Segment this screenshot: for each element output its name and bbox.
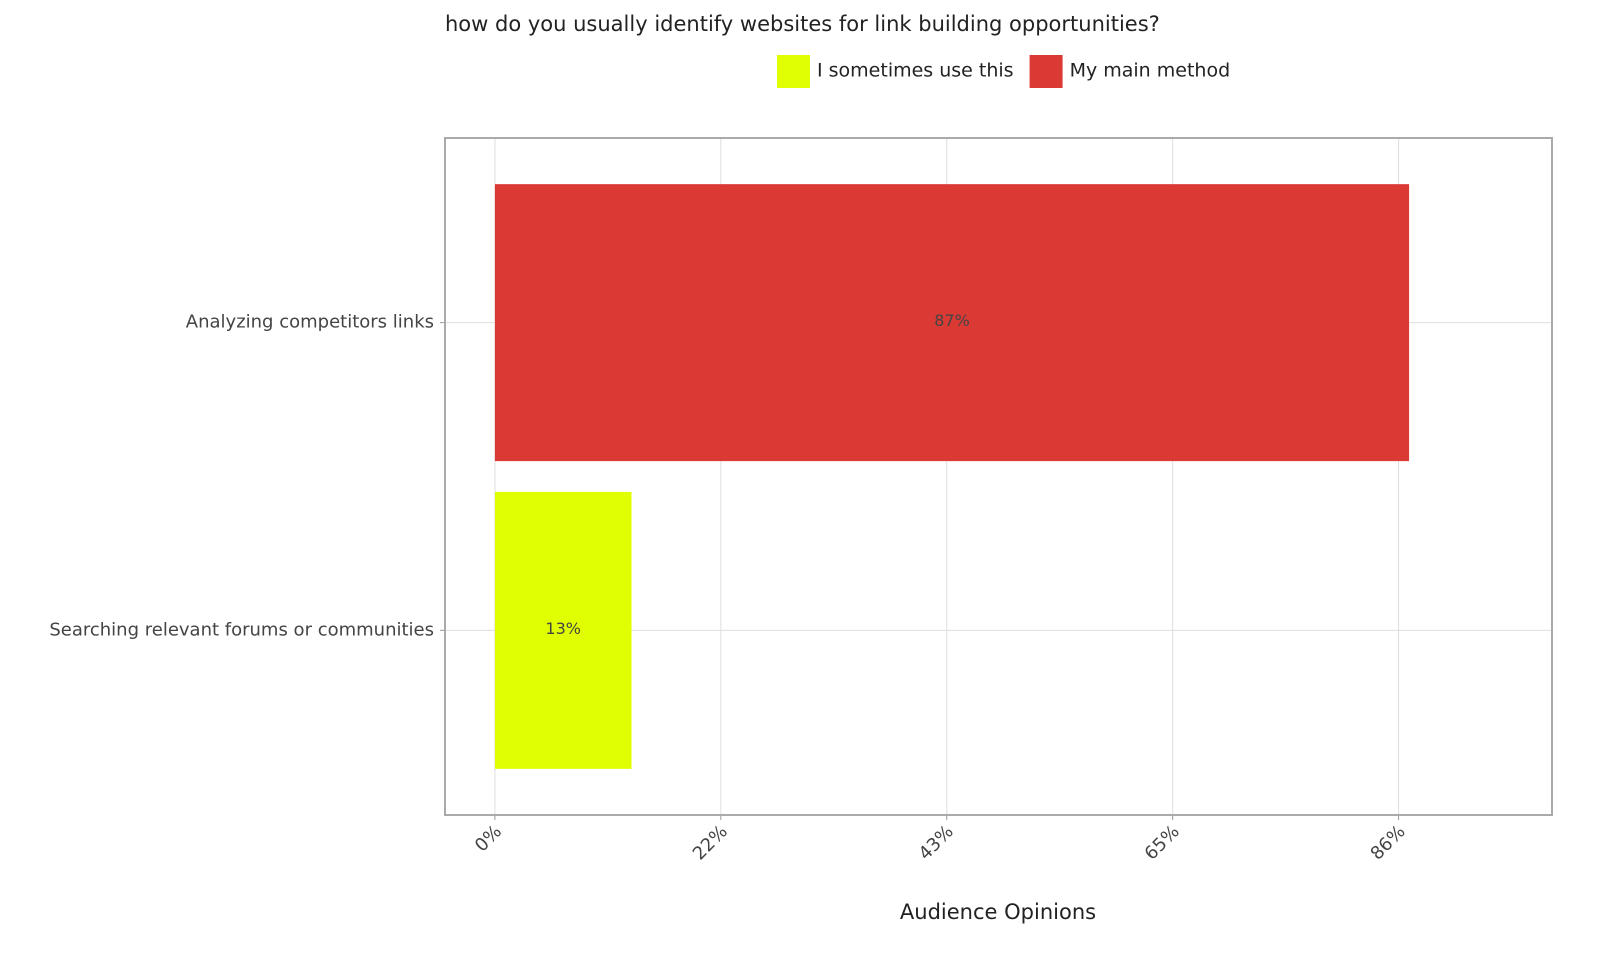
x-tick-label: 22% — [689, 821, 732, 864]
y-tick-label: Analyzing competitors links — [186, 312, 434, 333]
value-label: 87% — [934, 311, 970, 330]
legend-key — [777, 55, 810, 88]
x-axis-title: Audience Opinions — [900, 900, 1096, 924]
y-tick-label: Searching relevant forums or communities — [49, 619, 434, 640]
legend-label: I sometimes use this — [817, 60, 1014, 82]
bar — [494, 184, 1410, 462]
legend-label: My main method — [1070, 60, 1231, 82]
bar — [494, 491, 632, 769]
legend-key — [1029, 55, 1063, 88]
x-tick-label: 65% — [1141, 821, 1184, 864]
value-label: 13% — [545, 619, 581, 638]
x-tick-label: 86% — [1367, 821, 1410, 864]
x-tick-label: 43% — [915, 821, 958, 864]
chart-title: how do you usually identify websites for… — [445, 12, 1160, 36]
x-tick-label: 0% — [471, 821, 506, 856]
plot-border — [444, 137, 1553, 816]
